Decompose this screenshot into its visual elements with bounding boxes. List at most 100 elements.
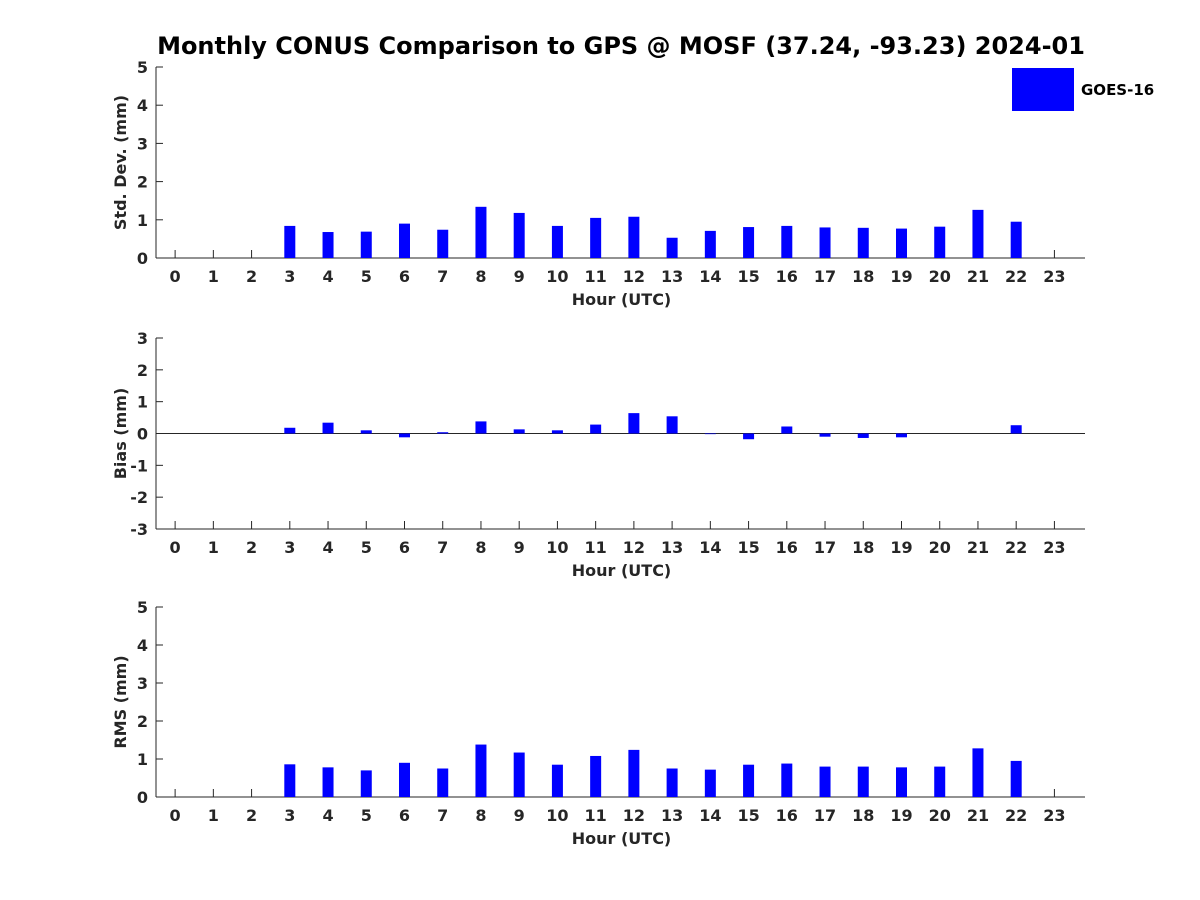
x-tick-label: 7 [437,267,448,286]
x-tick-label: 21 [967,538,989,557]
x-tick-label: 20 [929,538,951,557]
x-tick-label: 15 [737,267,759,286]
bar-hour-15 [743,433,755,440]
x-tick-label: 18 [852,806,874,825]
x-tick-label: 23 [1043,267,1065,286]
x-tick-label: 20 [929,806,951,825]
x-axis-label: Hour (UTC) [572,829,672,848]
x-tick-label: 6 [399,267,410,286]
x-tick-label: 7 [437,806,448,825]
x-tick-label: 6 [399,806,410,825]
y-tick-label: 2 [137,712,148,731]
bar-hour-6 [398,223,410,258]
x-tick-label: 16 [776,538,798,557]
bar-hour-10 [551,430,563,434]
y-tick-label: 3 [137,134,148,153]
x-tick-label: 0 [170,806,181,825]
bar-hour-18 [857,766,869,797]
y-tick-label: 0 [137,249,148,268]
x-tick-label: 19 [890,267,912,286]
x-tick-label: 19 [890,806,912,825]
x-tick-label: 14 [699,806,721,825]
x-tick-label: 8 [475,267,486,286]
bar-hour-8 [475,421,487,434]
x-tick-label: 4 [322,806,333,825]
y-tick-label: 3 [137,329,148,348]
bar-hour-20 [934,766,946,797]
x-tick-label: 12 [623,806,645,825]
bar-hour-11 [590,424,602,434]
x-tick-label: 22 [1005,538,1027,557]
bar-hour-16 [781,426,793,434]
bar-hour-7 [437,768,449,797]
x-tick-label: 2 [246,267,257,286]
bar-hour-16 [781,763,793,797]
bar-hour-14 [704,230,716,258]
x-tick-label: 9 [514,267,525,286]
x-tick-label: 2 [246,806,257,825]
x-tick-label: 5 [361,806,372,825]
bar-hour-7 [437,229,449,258]
x-tick-label: 13 [661,267,683,286]
x-tick-label: 3 [284,806,295,825]
x-tick-label: 13 [661,806,683,825]
x-tick-label: 14 [699,538,721,557]
y-tick-label: 4 [137,96,148,115]
x-tick-label: 14 [699,267,721,286]
bar-hour-22 [1010,425,1022,434]
y-tick-label: 1 [137,750,148,769]
bar-hour-11 [590,755,602,797]
bar-hour-10 [551,764,563,797]
x-tick-label: 0 [170,538,181,557]
bar-hour-20 [934,226,946,258]
y-tick-label: 0 [137,425,148,444]
x-tick-label: 16 [776,267,798,286]
x-tick-label: 8 [475,538,486,557]
x-tick-label: 15 [737,806,759,825]
bar-hour-19 [895,228,907,258]
bar-hour-3 [284,427,296,434]
y-tick-label: 1 [137,211,148,230]
y-tick-label: 0 [137,788,148,807]
bar-hour-3 [284,225,296,258]
x-tick-label: 10 [546,806,568,825]
bar-hour-3 [284,764,296,797]
bar-hour-4 [322,767,334,797]
bar-hour-8 [475,744,487,797]
legend-swatch [1012,68,1074,111]
bar-hour-18 [857,227,869,258]
x-axis-label: Hour (UTC) [572,290,672,309]
x-tick-label: 9 [514,806,525,825]
x-tick-label: 1 [208,267,219,286]
legend: GOES-16 [1012,68,1154,111]
bar-hour-16 [781,225,793,258]
bar-hour-12 [628,413,640,434]
x-tick-label: 3 [284,538,295,557]
y-axis-label: RMS (mm) [111,655,130,748]
y-tick-label: 5 [137,58,148,77]
x-tick-label: 23 [1043,806,1065,825]
legend-label: GOES-16 [1081,81,1154,99]
x-tick-label: 22 [1005,806,1027,825]
x-tick-label: 1 [208,806,219,825]
bar-hour-5 [360,430,372,434]
x-tick-label: 10 [546,267,568,286]
bar-hour-13 [666,768,678,797]
x-tick-label: 8 [475,806,486,825]
bar-hour-21 [972,209,984,258]
x-tick-label: 4 [322,267,333,286]
bar-hour-15 [743,227,755,258]
x-tick-label: 19 [890,538,912,557]
y-tick-label: 3 [137,674,148,693]
bar-hour-7 [437,432,449,434]
bar-hour-11 [590,217,602,258]
y-axis-label: Bias (mm) [111,388,130,480]
bar-hour-5 [360,231,372,258]
bar-hour-4 [322,232,334,258]
bar-hour-5 [360,770,372,797]
x-tick-label: 9 [514,538,525,557]
